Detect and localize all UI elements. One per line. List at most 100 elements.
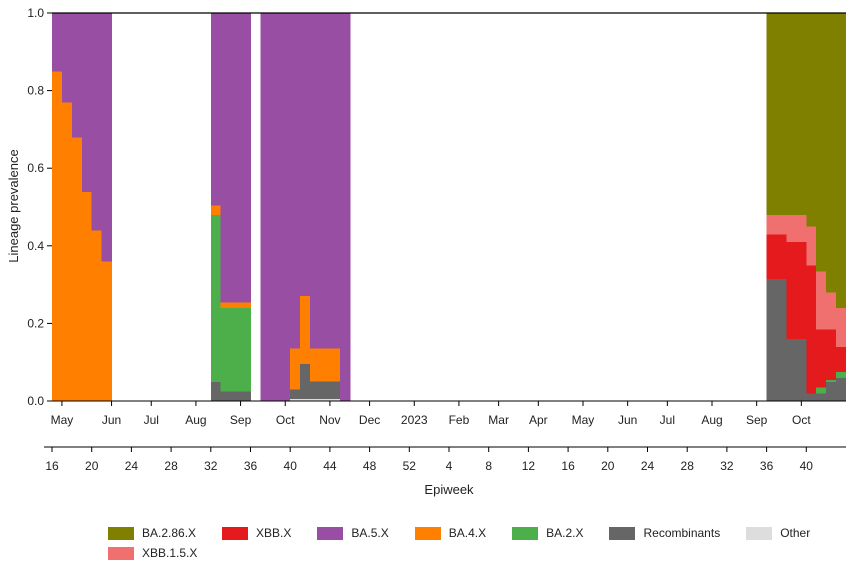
area-xbb-1-5-x-seg3-w3 — [796, 214, 807, 243]
area-ba-5-x-seg0-w4 — [91, 13, 103, 231]
month-tick-label: Sep — [230, 413, 252, 427]
area-xbb-1-5-x-seg3-w2 — [786, 214, 797, 243]
epiweek-tick-label: 12 — [522, 459, 536, 473]
area-ba-5-x-seg2-w3 — [290, 13, 301, 349]
area-xbb-x-seg3-w1 — [776, 234, 788, 280]
area-ba-2-86-x-seg3-w0 — [766, 13, 778, 216]
area-ba-2-x-seg1-w0 — [210, 214, 222, 382]
month-tick-label: Sep — [746, 413, 768, 427]
legend-label: BA.2.X — [546, 526, 584, 540]
epiweek-tick-label: 24 — [125, 459, 139, 473]
legend-swatch — [108, 546, 134, 560]
legend-label: BA.2.86.X — [142, 526, 197, 540]
area-ba-2-x-seg3-w7 — [836, 371, 846, 379]
area-other-seg2-w4 — [300, 398, 311, 402]
area-xbb-x-seg3-w3 — [796, 241, 807, 340]
x-axis-title: Epiweek — [424, 482, 474, 497]
area-recombinants-seg3-w7 — [836, 377, 846, 402]
area-ba-5-x-seg2-w4 — [300, 13, 311, 297]
legend-item-ba-2-86-x: BA.2.86.X — [108, 526, 196, 540]
area-ba-4-x-seg0-w5 — [101, 261, 113, 402]
area-ba-5-x-seg0-w3 — [81, 13, 93, 192]
area-ba-2-x-seg1-w3 — [240, 307, 252, 392]
area-ba-2-86-x-seg3-w1 — [776, 13, 788, 216]
month-tick-label: Apr — [529, 413, 548, 427]
area-ba-2-x-seg3-w6 — [826, 379, 837, 382]
area-ba-4-x-seg2-w5 — [310, 348, 321, 382]
area-recombinants-seg1-w2 — [230, 391, 242, 402]
area-ba-5-x-seg2-w5 — [310, 13, 321, 349]
area-recombinants-seg3-w4 — [806, 393, 817, 402]
legend-label: BA.4.X — [448, 526, 487, 540]
area-xbb-x-seg3-w7 — [836, 346, 846, 373]
area-ba-5-x-seg1-w2 — [230, 13, 242, 303]
area-ba-5-x-seg2-w6 — [319, 13, 331, 349]
area-ba-2-x-seg3-w5 — [816, 387, 827, 394]
area-ba-4-x-seg2-w4 — [300, 295, 311, 365]
area-ba-5-x-seg1-w3 — [240, 13, 252, 303]
area-xbb-1-5-x-seg3-w7 — [836, 307, 846, 347]
epiweek-tick-label: 20 — [85, 459, 99, 473]
area-recombinants-seg2-w7 — [329, 381, 341, 399]
area-recombinants-seg1-w1 — [220, 391, 232, 402]
area-ba-5-x-seg1-w0 — [210, 13, 222, 206]
epiweek-tick-label: 28 — [164, 459, 178, 473]
area-ba-4-x-seg0-w4 — [91, 230, 103, 402]
area-xbb-x-seg3-w4 — [806, 265, 817, 394]
y-tick-label: 0.2 — [27, 316, 44, 330]
epiweek-tick-label: 24 — [641, 459, 655, 473]
epiweek-tick-label: 8 — [485, 459, 492, 473]
area-recombinants-seg3-w5 — [816, 393, 827, 402]
legend-label: Other — [780, 526, 811, 540]
y-axis-title: Lineage prevalence — [6, 149, 21, 262]
area-ba-4-x-seg1-w3 — [240, 302, 252, 309]
area-ba-5-x-seg0-w2 — [71, 13, 83, 138]
area-ba-5-x-seg2-w0 — [260, 13, 271, 402]
legend-swatch — [746, 526, 773, 540]
month-tick-label: Oct — [276, 413, 295, 427]
legend-swatch — [512, 526, 539, 540]
area-recombinants-seg2-w5 — [310, 381, 321, 399]
legend-swatch — [609, 526, 636, 540]
area-recombinants-seg2-w6 — [319, 381, 331, 399]
month-tick-label: 2023 — [401, 413, 428, 427]
area-ba-2-86-x-seg3-w3 — [796, 13, 807, 216]
epiweek-tick-label: 36 — [760, 459, 774, 473]
area-ba-2-86-x-seg3-w5 — [816, 13, 827, 272]
month-tick-label: Jun — [618, 413, 637, 427]
area-xbb-x-seg3-w6 — [826, 329, 837, 380]
area-recombinants-seg1-w0 — [210, 381, 222, 402]
area-ba-5-x-seg1-w1 — [220, 13, 232, 303]
legend-label: Recombinants — [643, 526, 721, 540]
month-tick-label: Feb — [449, 413, 470, 427]
month-tick-label: Oct — [792, 413, 811, 427]
area-ba-4-x-seg0-w2 — [71, 137, 83, 402]
area-xbb-x-seg3-w2 — [786, 241, 797, 340]
epiweek-tick-label: 16 — [561, 459, 575, 473]
area-recombinants-seg1-w3 — [240, 391, 252, 402]
area-other-seg2-w6 — [319, 398, 331, 402]
area-xbb-x-seg3-w5 — [816, 329, 827, 388]
area-ba-5-x-seg2-w8 — [339, 13, 351, 402]
epiweek-tick-label: 36 — [244, 459, 258, 473]
month-tick-label: Jul — [144, 413, 159, 427]
epiweek-tick-label: 48 — [363, 459, 377, 473]
epiweek-tick-label: 16 — [45, 459, 59, 473]
month-tick-label: Aug — [701, 413, 722, 427]
area-ba-4-x-seg0-w3 — [81, 191, 93, 402]
epiweek-tick-label: 44 — [323, 459, 337, 473]
legend-label: XBB.1.5.X — [142, 546, 198, 560]
epiweek-tick-label: 20 — [601, 459, 615, 473]
area-ba-4-x-seg0-w0 — [52, 71, 63, 402]
area-ba-4-x-seg1-w1 — [220, 302, 232, 309]
epiweek-tick-label: 40 — [284, 459, 298, 473]
area-recombinants-seg3-w2 — [786, 338, 797, 402]
area-ba-2-x-seg1-w1 — [220, 307, 232, 392]
legend-item-xbb-1-5-x: XBB.1.5.X — [108, 546, 197, 560]
area-xbb-1-5-x-seg3-w6 — [826, 292, 837, 330]
area-ba-2-86-x-seg3-w7 — [836, 13, 846, 309]
legend-swatch — [222, 526, 249, 540]
area-ba-4-x-seg2-w3 — [290, 348, 301, 390]
area-other-seg2-w5 — [310, 398, 321, 402]
area-ba-5-x-seg0-w0 — [52, 13, 63, 72]
